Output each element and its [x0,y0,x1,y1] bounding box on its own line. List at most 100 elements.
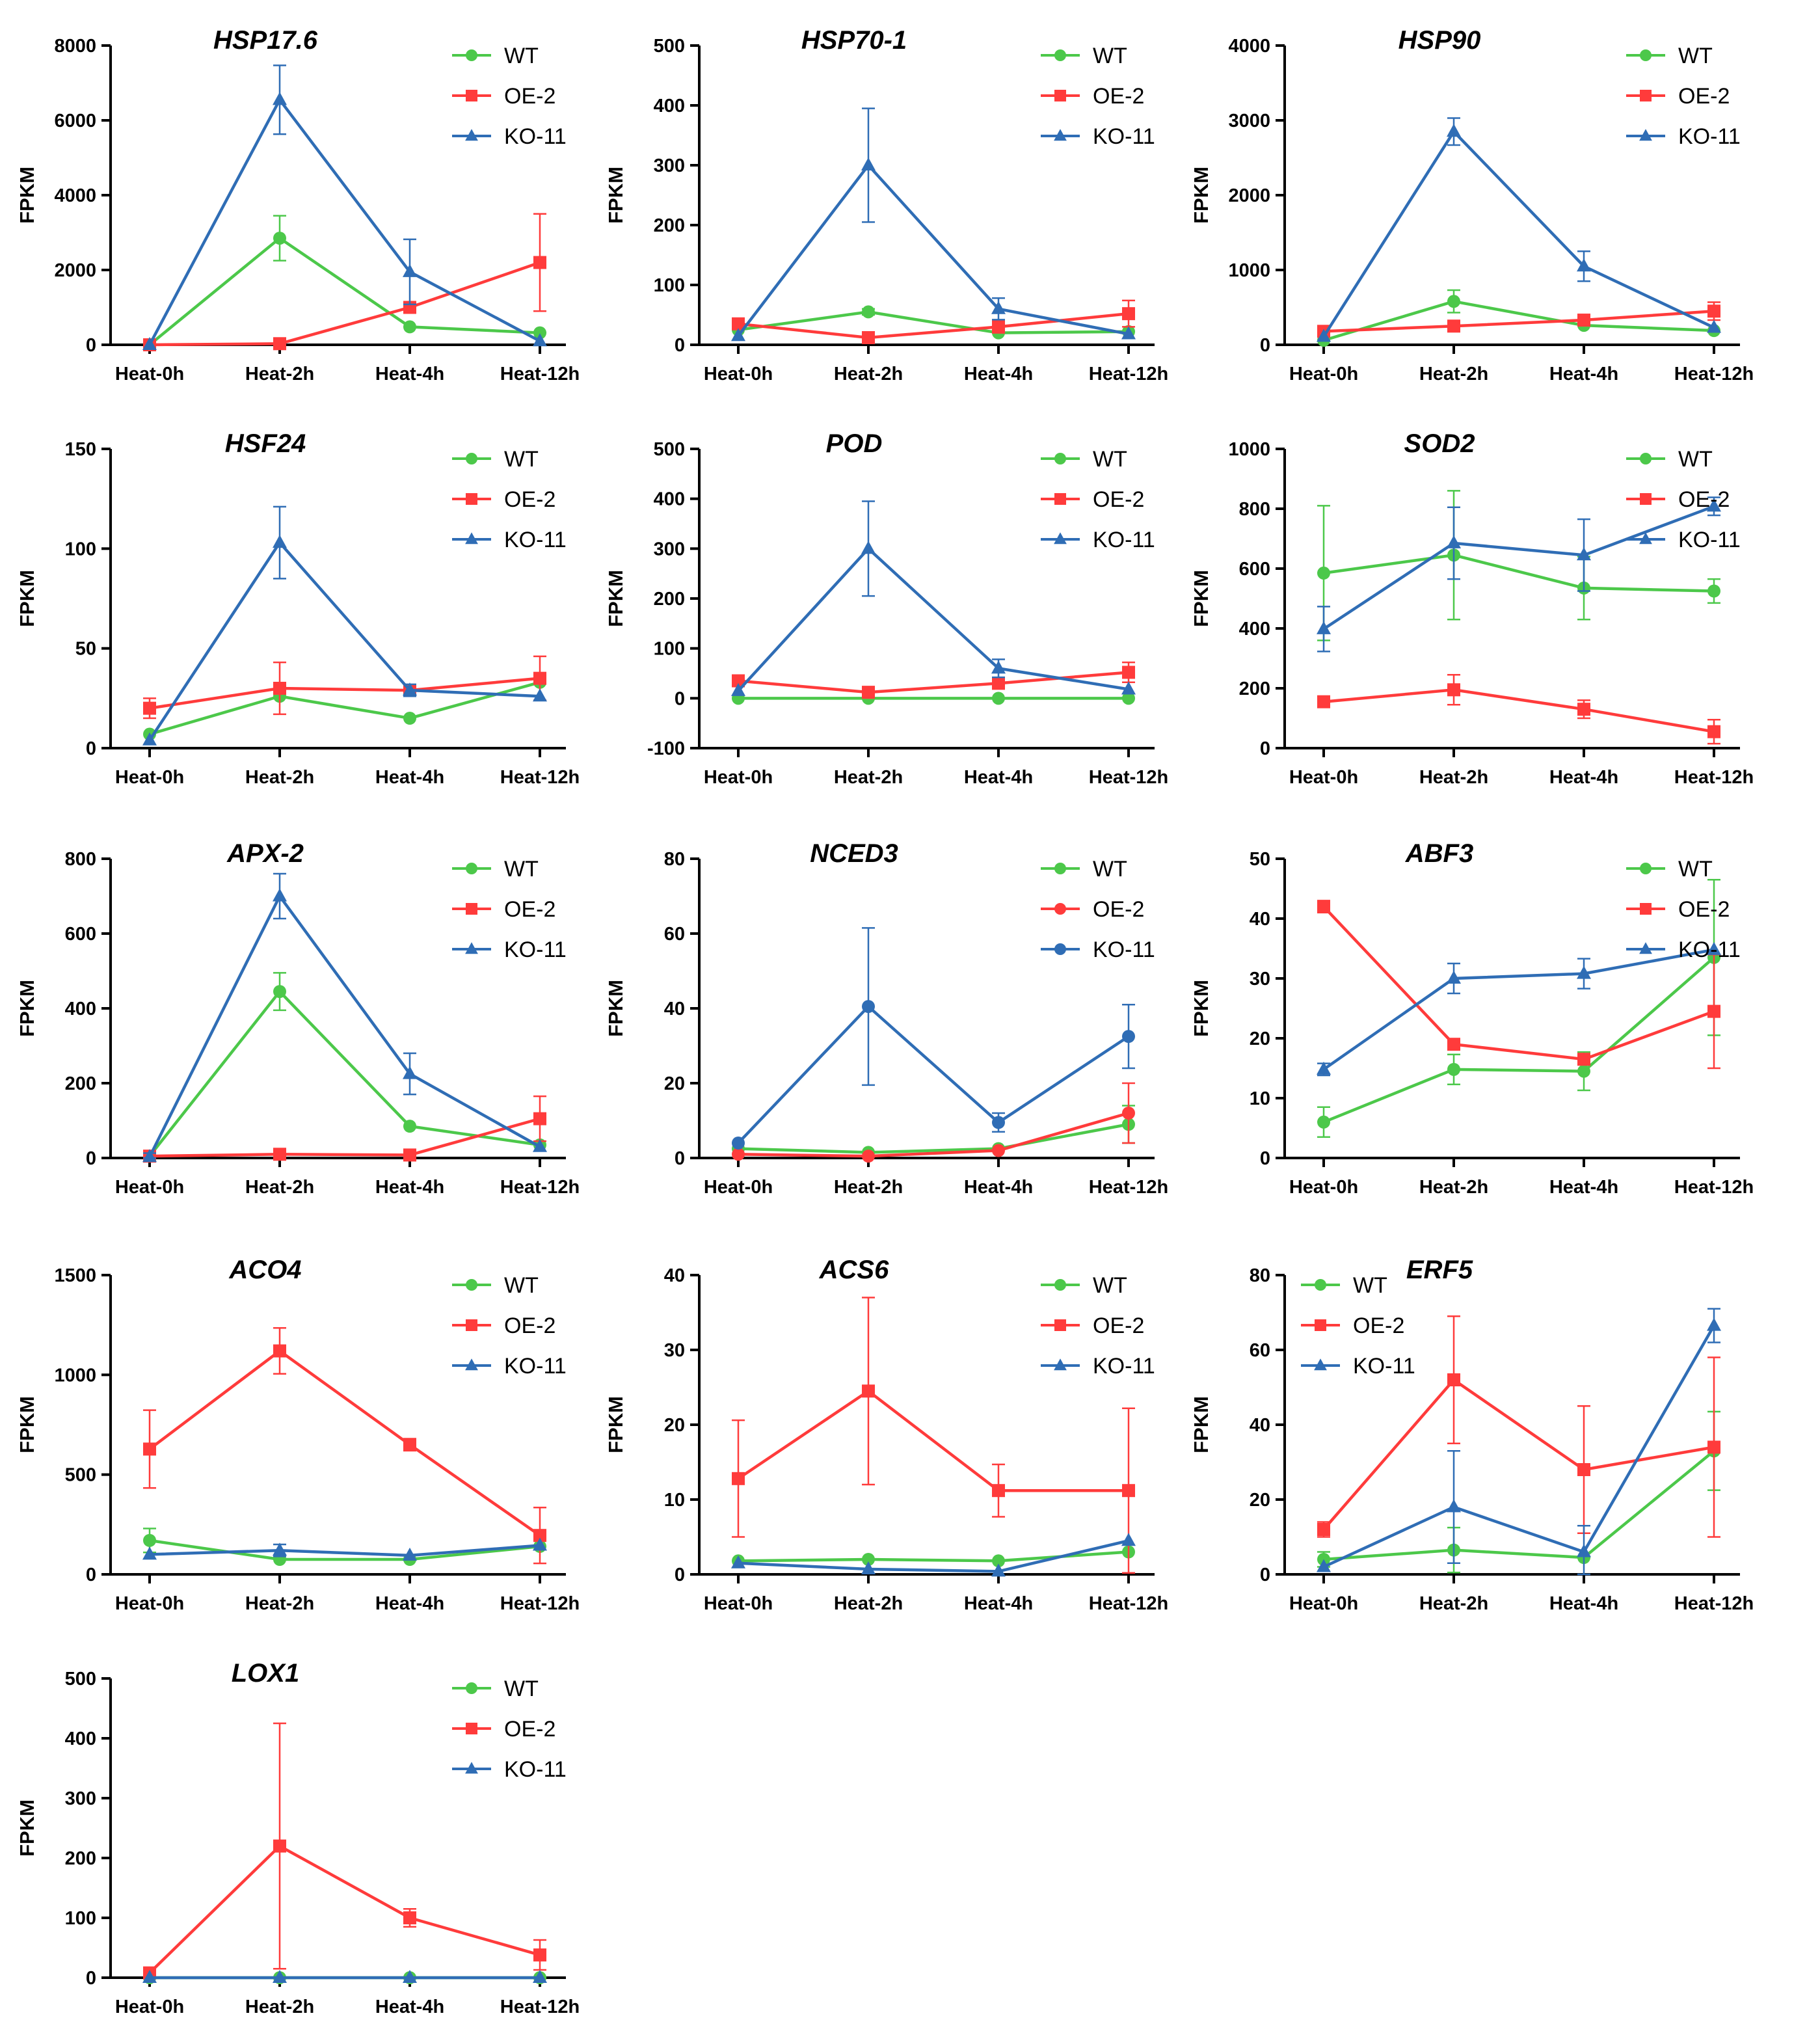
x-tick-label: Heat-0h [115,364,184,384]
y-tick-label: 400 [654,96,685,116]
legend-marker [465,532,478,545]
x-tick-label: Heat-2h [245,1177,314,1198]
data-point [403,712,416,725]
y-tick-label: 40 [1250,1415,1270,1436]
x-tick-label: Heat-0h [1289,364,1358,384]
x-tick-label: Heat-0h [115,1593,184,1614]
x-tick-label: Heat-0h [704,364,773,384]
legend-marker [1640,903,1652,915]
series-line [1323,310,1715,333]
legend-label: OE-2 [504,897,555,922]
chart-title: POD [826,429,883,458]
series-line [1322,948,1715,1071]
series-line [148,989,541,1157]
series-line [149,1117,541,1158]
data-point [1122,307,1135,321]
series-line [148,236,541,346]
legend-marker [465,1358,478,1371]
series-line [148,893,541,1158]
legend-marker [1054,493,1066,505]
x-tick-label: Heat-4h [964,767,1033,788]
data-point [1317,1523,1330,1536]
y-tick-label: 600 [1239,559,1270,580]
data-point [732,1472,745,1485]
legend-marker [1640,493,1652,505]
chart-8: 0 10 20 30 40 50 Heat-0h Heat-2h Heat-4h Heat-12h… [1190,839,1754,1198]
y-tick-label: 4000 [54,185,96,206]
x-tick-label: Heat-4h [964,364,1033,384]
series-line [737,546,1129,692]
legend-label: KO-11 [1093,528,1155,552]
y-axis-title: FPKM [16,1396,38,1453]
data-point [1317,621,1331,634]
y-tick-label: 50 [1250,849,1270,870]
y-tick-label: 100 [654,639,685,660]
chart-1: 0 100 200 300 400 500 Heat-0h Heat-2h Heat-4h Hea… [604,26,1168,384]
y-tick-label: 300 [65,1788,96,1809]
x-tick-label: Heat-0h [704,1593,773,1614]
series-OE-2 [143,655,546,720]
legend-label: KO-11 [504,1757,567,1782]
series-KO-11 [731,107,1136,342]
data-point [1122,1030,1135,1043]
y-tick-label: 0 [86,1148,96,1169]
chart-title: ABF3 [1405,839,1473,868]
legend-label: KO-11 [1678,937,1741,962]
legend-label: KO-11 [1093,937,1155,962]
data-point [1317,329,1331,342]
chart-5: 0 200 400 600 800 1000 Heat-0h Heat-2h Heat-4h He… [1190,429,1754,788]
legend-label: OE-2 [504,1717,555,1742]
series-line [1323,1449,1715,1561]
chart-title: ACO4 [228,1256,301,1284]
data-point [1447,1062,1460,1076]
data-point [1447,683,1460,697]
data-point [273,337,286,351]
series-KO-11 [142,1970,547,1983]
y-tick-label: 0 [86,335,96,356]
x-tick-label: Heat-2h [1419,1177,1488,1198]
x-tick-label: Heat-0h [115,767,184,788]
y-tick-label: 100 [65,1908,96,1929]
series-line [149,677,541,710]
x-tick-label: Heat-12h [500,767,580,788]
data-point [1447,1373,1460,1386]
data-point [862,1553,875,1566]
y-tick-label: 40 [664,999,685,1019]
data-point [991,660,1006,674]
y-tick-label: 2000 [1228,185,1270,206]
legend-label: WT [504,857,539,882]
data-point [731,1555,745,1569]
x-tick-label: Heat-4h [375,1997,444,2017]
data-point [991,1563,1006,1577]
y-tick-label: 60 [664,924,685,945]
x-tick-label: Heat-0h [115,1997,184,2017]
series-KO-11 [1317,496,1721,653]
legend-label: WT [1678,44,1713,68]
y-tick-label: 1000 [54,1365,96,1386]
y-tick-label: 100 [654,275,685,296]
data-point [1121,681,1136,695]
x-tick-label: Heat-12h [1089,1177,1169,1198]
data-point [533,256,546,269]
data-point [143,1442,156,1456]
legend-label: OE-2 [504,487,555,512]
data-point [273,1148,286,1161]
series-line [1322,129,1715,338]
legend-marker [1640,90,1652,101]
data-point [1707,941,1721,955]
x-tick-label: Heat-0h [704,1177,773,1198]
data-point [1317,900,1330,913]
data-point [862,330,875,344]
data-point [1122,1484,1135,1498]
series-OE-2 [1317,1315,1720,1538]
legend-marker [1639,129,1652,141]
legend-label: KO-11 [504,937,567,962]
legend-label: KO-11 [1353,1354,1415,1379]
legend-marker [466,1682,477,1694]
x-tick-label: Heat-2h [1419,1593,1488,1614]
legend-marker [1054,129,1067,141]
chart-title: ACS6 [819,1256,889,1284]
series-OE-2 [143,1722,546,1980]
chart-12: 0 100 200 300 400 500 Heat-0h Heat-2h Heat-4h Hea… [16,1659,580,2017]
data-point [1577,1053,1590,1066]
